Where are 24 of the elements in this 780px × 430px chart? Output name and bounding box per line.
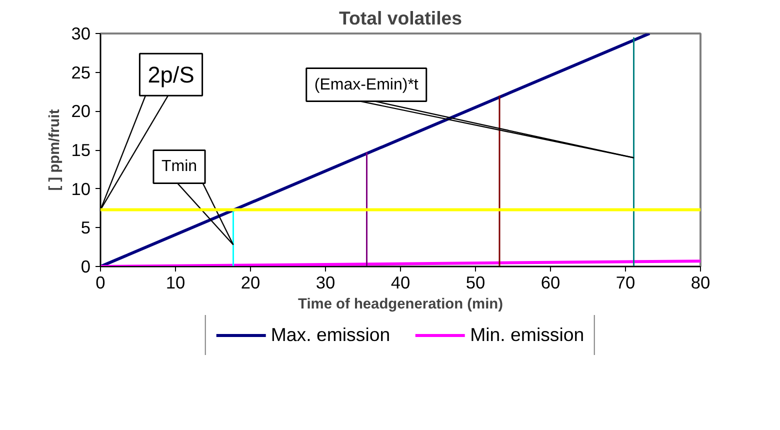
- x-tick-label: 30: [316, 272, 336, 292]
- annotation: 2p/S: [148, 62, 194, 88]
- x-tick-label: 70: [616, 272, 636, 292]
- y-tick-label: 10: [71, 178, 91, 199]
- x-axis-title: Time of headgeneration (min): [298, 296, 504, 312]
- x-tick-label: 50: [466, 272, 486, 292]
- x-tick-label: 60: [540, 272, 560, 292]
- y-axis-title: [ ] ppm/fruit: [47, 109, 64, 191]
- x-tick-label: 80: [690, 272, 710, 292]
- chart-title: Total volatiles: [338, 8, 462, 28]
- legend-label: Min. emission: [470, 324, 584, 346]
- y-tick-label: 0: [80, 256, 91, 276]
- annotation: (Emax-Emin)*t: [314, 76, 419, 94]
- y-tick-label: 20: [71, 101, 91, 122]
- y-tick-label: 25: [71, 62, 91, 82]
- y-tick-label: 5: [80, 218, 91, 238]
- x-tick-label: 10: [166, 272, 186, 292]
- legend-label: Max. emission: [270, 324, 390, 346]
- y-tick-label: 15: [71, 140, 91, 160]
- x-tick-label: 20: [240, 272, 260, 292]
- x-tick-label: 0: [96, 272, 106, 292]
- annotation: Tmin: [161, 158, 198, 176]
- y-tick-label: 30: [71, 24, 91, 44]
- x-tick-label: 40: [390, 272, 410, 292]
